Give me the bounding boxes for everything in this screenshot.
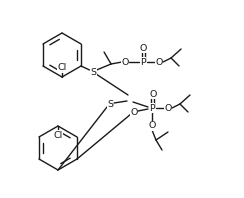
Text: O: O — [164, 104, 172, 112]
Text: S: S — [107, 100, 113, 109]
Text: O: O — [149, 89, 157, 98]
Text: O: O — [155, 57, 163, 67]
Text: O: O — [148, 122, 156, 130]
Text: O: O — [139, 44, 147, 52]
Text: P: P — [149, 104, 155, 112]
Text: Cl: Cl — [57, 64, 67, 72]
Text: O: O — [121, 57, 129, 67]
Text: O: O — [130, 108, 138, 116]
Text: S: S — [90, 68, 96, 76]
Text: P: P — [140, 57, 146, 67]
Text: Cl: Cl — [53, 130, 63, 140]
